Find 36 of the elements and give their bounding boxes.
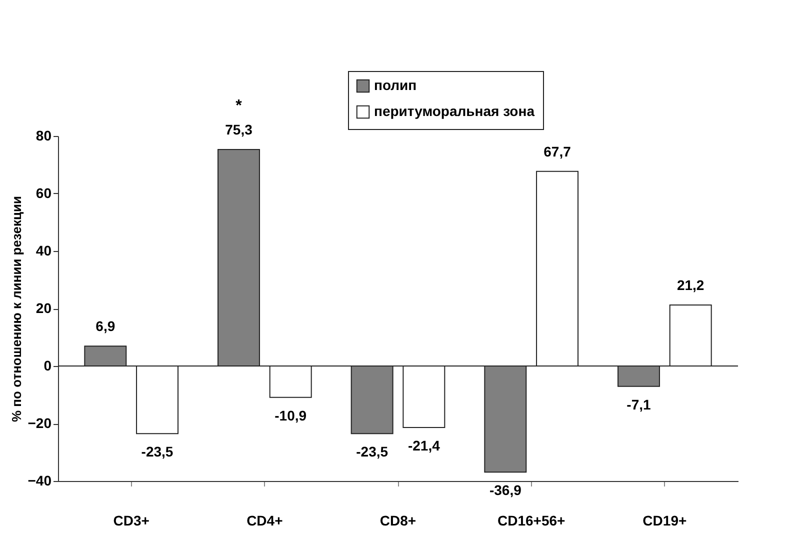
data-label: 21,2 (676, 277, 704, 294)
legend-label: перитуморальная зона (374, 103, 535, 119)
x-tick-label: CD19+ (642, 512, 687, 528)
bar (402, 366, 446, 428)
bar (84, 346, 127, 366)
data-label: -7,1 (626, 396, 652, 412)
y-tick-label: −40 (28, 472, 52, 488)
bar (136, 366, 178, 434)
y-tick-label: 80 (36, 128, 52, 144)
x-tick-label: CD3+ (113, 512, 150, 528)
y-tick-label: −20 (28, 415, 52, 431)
bar (536, 170, 578, 366)
data-label: 67,7 (544, 143, 572, 160)
data-label: -21,4 (408, 438, 440, 454)
data-label: 75,3 (225, 122, 253, 138)
data-label: -36,9 (489, 482, 522, 498)
x-tick-label: CD8+ (380, 512, 416, 528)
legend-label: полип (374, 77, 417, 93)
text: * (236, 98, 243, 115)
data-label: -23,5 (141, 444, 174, 460)
y-tick-label: 0 (44, 358, 52, 374)
x-tick-label: CD4+ (246, 512, 283, 528)
bar (618, 366, 660, 387)
bar (218, 149, 260, 366)
y-tick-label: 20 (36, 300, 52, 316)
data-label: -23,5 (356, 444, 388, 460)
bar (269, 366, 312, 398)
y-axis-title: % по отношению к линии резекции (8, 196, 24, 422)
bar (669, 304, 712, 366)
bar (484, 366, 527, 473)
data-label: -10,9 (274, 407, 307, 424)
x-tick-label: CD16+56+ (497, 512, 566, 528)
data-label: 6,9 (96, 318, 116, 334)
y-tick-label: 60 (36, 185, 52, 201)
y-tick-label: 40 (36, 242, 52, 258)
bar (350, 366, 394, 434)
